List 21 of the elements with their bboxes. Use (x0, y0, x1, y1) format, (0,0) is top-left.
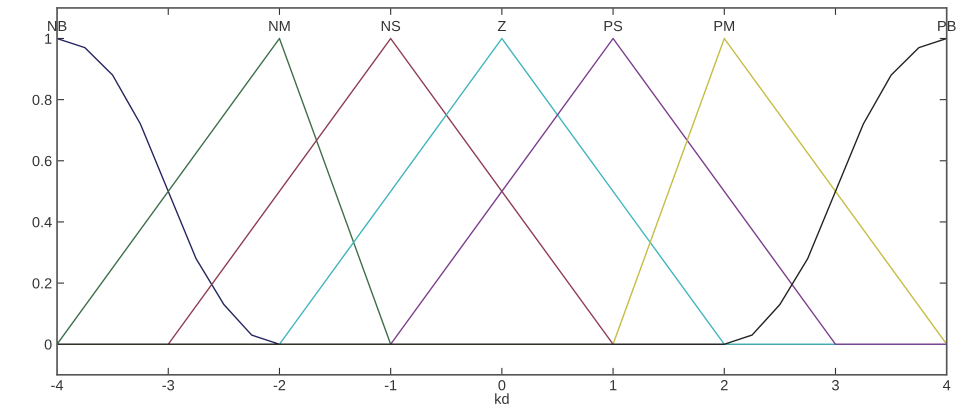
y-tick-label: 0.6 (32, 156, 52, 166)
x-tick-label: -1 (384, 380, 396, 390)
y-tick-label: 0.4 (32, 217, 52, 228)
series-label: NS (382, 20, 400, 32)
series-label: Z (498, 21, 506, 32)
x-tick-label: -3 (162, 380, 174, 390)
y-tick-label: 0.2 (32, 278, 52, 289)
y-tick-label: 1 (45, 34, 52, 44)
series-label: PM (714, 21, 734, 32)
x-tick-label: 1 (610, 380, 616, 390)
y-tick-label: 0 (44, 339, 52, 350)
x-axis-title: kd (495, 393, 509, 404)
x-tick-label: -4 (51, 380, 64, 390)
series-label: PS (604, 20, 622, 32)
x-tick-label: 2 (720, 380, 728, 390)
x-tick-label: -2 (274, 380, 286, 390)
x-tick-label: 3 (832, 380, 839, 390)
x-tick-label: 0 (498, 380, 506, 390)
x-tick-label: 4 (942, 380, 950, 390)
series-label: NM (269, 21, 290, 32)
y-tick-label: 0.8 (32, 94, 52, 106)
